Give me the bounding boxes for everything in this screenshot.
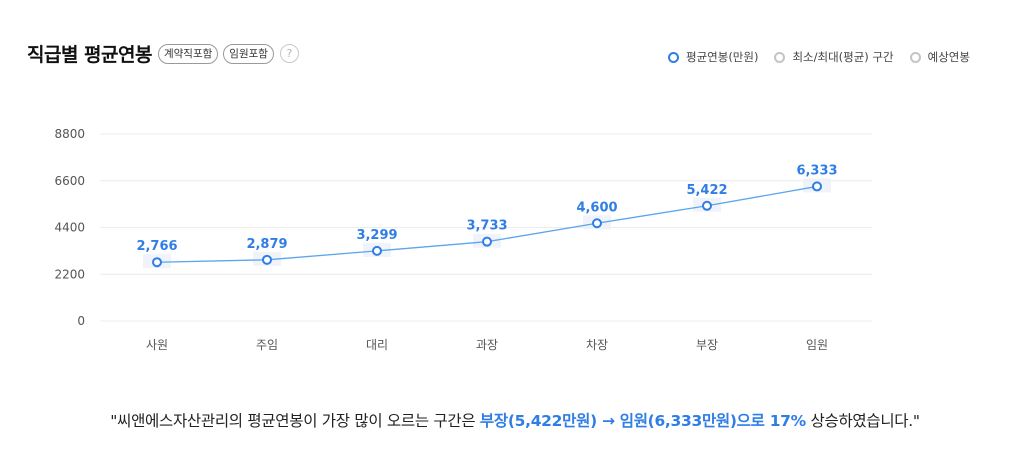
y-tick-label: 0 bbox=[77, 314, 85, 328]
legend-item-expected-salary[interactable]: 예상연봉 bbox=[909, 49, 970, 65]
data-point bbox=[812, 181, 822, 192]
x-tick-label: 부장 bbox=[696, 338, 718, 352]
legend-circle-icon bbox=[909, 51, 921, 63]
help-icon[interactable]: ? bbox=[279, 44, 299, 63]
chart-legend: 평균연봉(만원) 최소/최대(평균) 구간 예상연봉 bbox=[668, 49, 970, 65]
x-tick-label: 임원 bbox=[806, 338, 828, 352]
data-label: 3,733 bbox=[466, 219, 507, 234]
y-tick-label: 4400 bbox=[54, 221, 85, 235]
data-label: 4,600 bbox=[576, 200, 617, 215]
summary-highlight: 부장(5,422만원) → 임원(6,333만원)으로 17% bbox=[479, 412, 806, 430]
legend-item-min-max-range[interactable]: 최소/최대(평균) 구간 bbox=[774, 49, 894, 65]
data-label: 3,299 bbox=[356, 228, 397, 243]
data-label: 5,422 bbox=[686, 183, 727, 198]
data-label: 2,766 bbox=[136, 239, 177, 254]
x-tick-label: 대리 bbox=[366, 338, 388, 352]
page-title: 직급별 평균연봉 bbox=[27, 44, 152, 66]
salary-line-chart: 0 2200 4400 6600 8800 사원 주임 대리 과장 차장 부장 임원 2,766 2,87… bbox=[54, 127, 872, 352]
x-tick-label: 과장 bbox=[476, 338, 498, 352]
data-label: 6,333 bbox=[796, 163, 837, 178]
legend-label: 최소/최대(평균) 구간 bbox=[792, 50, 894, 64]
executive-included-tag[interactable]: 임원포함 bbox=[223, 43, 274, 64]
x-tick-label: 사원 bbox=[146, 338, 168, 352]
data-point bbox=[702, 200, 712, 211]
y-tick-label: 2200 bbox=[54, 267, 85, 281]
x-tick-label: 주임 bbox=[256, 338, 278, 352]
y-tick-label: 8800 bbox=[54, 127, 85, 141]
contract-included-tag[interactable]: 계약직포함 bbox=[157, 43, 219, 64]
data-point bbox=[592, 218, 602, 229]
legend-circle-icon bbox=[774, 51, 786, 63]
data-point bbox=[482, 236, 492, 247]
summary-suffix: 상승하였습니다." bbox=[805, 412, 920, 430]
chart-header: 직급별 평균연봉 계약직포함 임원포함 ? bbox=[27, 40, 299, 67]
summary-prefix: "씨앤에스자산관리의 평균연봉이 가장 많이 오르는 구간은 bbox=[110, 412, 480, 430]
x-tick-label: 차장 bbox=[586, 338, 608, 352]
data-point bbox=[372, 245, 382, 256]
legend-label: 평균연봉(만원) bbox=[686, 50, 759, 64]
legend-item-average-salary[interactable]: 평균연봉(만원) bbox=[668, 49, 758, 65]
legend-label: 예상연봉 bbox=[927, 50, 970, 64]
legend-circle-icon bbox=[668, 51, 679, 63]
summary-text: "씨앤에스자산관리의 평균연봉이 가장 많이 오르는 구간은 부장(5,422만… bbox=[0, 409, 1030, 431]
data-point bbox=[152, 257, 162, 268]
y-tick-label: 6600 bbox=[54, 174, 85, 188]
data-label: 2,879 bbox=[246, 237, 287, 252]
data-point bbox=[262, 254, 272, 265]
